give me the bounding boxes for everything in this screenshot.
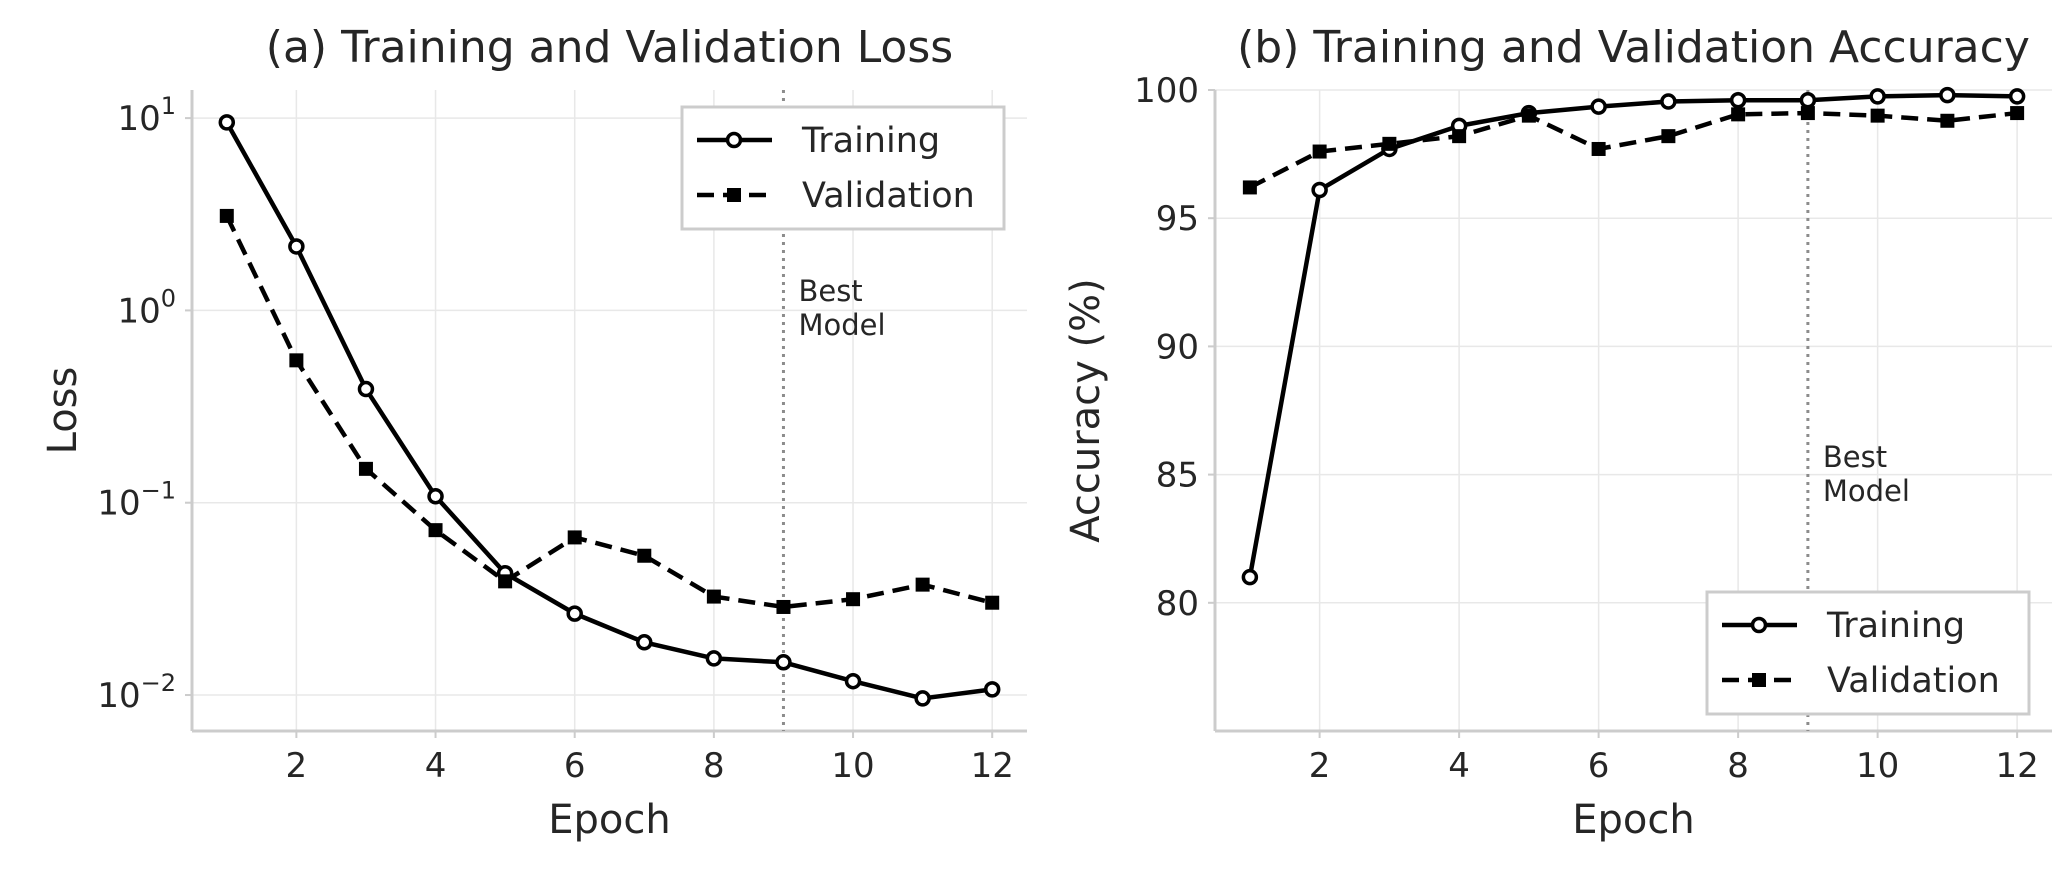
data-point-1 (428, 523, 443, 538)
data-point-1 (1940, 113, 1955, 128)
data-point-1 (219, 208, 234, 223)
y-tick-label: 85 (1156, 456, 1199, 496)
legend-label: Validation (802, 176, 975, 216)
legend-box (680, 105, 1006, 231)
data-point-0 (1311, 181, 1328, 199)
x-tick-label: 6 (564, 746, 586, 786)
y-tick-label: 10−1 (97, 477, 176, 524)
y-tick-label: 100 (1134, 71, 1199, 111)
data-point-0 (705, 650, 723, 667)
data-point-0 (1660, 93, 1677, 110)
x-tick-label: 4 (425, 746, 447, 786)
best-model-annotation: Model (798, 308, 885, 342)
data-point-1 (1521, 108, 1536, 123)
x-tick-label: 10 (1856, 746, 1899, 786)
data-point-1 (637, 548, 652, 563)
best-model-annotation: Best (1823, 440, 1887, 474)
series-line-0 (1247, 92, 2018, 578)
data-point-0 (636, 634, 653, 651)
y-tick-label: 10−2 (97, 669, 176, 716)
data-point-0 (357, 380, 375, 398)
legend-swatch-marker (725, 131, 743, 149)
y-tick-label: 80 (1156, 584, 1199, 624)
data-point-1 (776, 599, 791, 614)
data-point-1 (1731, 107, 1746, 122)
data-point-1 (1452, 129, 1467, 144)
data-point-0 (1729, 92, 1747, 109)
x-tick-label: 12 (1995, 746, 2038, 786)
x-tick-label: 2 (286, 746, 308, 786)
x-tick-label: 4 (1448, 746, 1470, 786)
data-point-0 (1590, 98, 1607, 115)
data-point-0 (844, 672, 862, 690)
legend-label: Training (801, 121, 940, 161)
data-point-0 (914, 690, 931, 707)
x-axis-label: Epoch (548, 797, 670, 843)
data-point-1 (985, 595, 1000, 610)
y-axis-label: Accuracy (%) (1063, 278, 1109, 543)
data-point-1 (846, 592, 861, 607)
legend-swatch-marker (727, 188, 741, 202)
legend: Training Validation (680, 105, 1006, 231)
data-point-0 (427, 488, 444, 505)
data-point-0 (775, 654, 792, 671)
x-tick-label: 12 (971, 746, 1014, 786)
series-line-1 (1248, 110, 2018, 190)
data-point-1 (1870, 108, 1885, 123)
data-point-1 (1242, 180, 1257, 195)
x-axis-label: Epoch (1572, 797, 1694, 843)
data-point-1 (1312, 144, 1327, 159)
legend: Training Validation (1705, 590, 2031, 716)
best-model-annotation: Best (798, 274, 862, 308)
data-point-1 (289, 353, 304, 368)
data-point-0 (1241, 568, 1259, 586)
legend-label: Training (1826, 606, 1965, 646)
chart-title: (b) Training and Validation Accuracy (1237, 22, 2030, 73)
chart-title: (a) Training and Validation Loss (266, 22, 953, 73)
x-tick-label: 2 (1309, 746, 1331, 786)
chart-panel-b: 2 4 6 8 10 12 80 85 90 95 100 (b) Training and Vali… (1063, 22, 2052, 843)
data-point-1 (915, 577, 930, 592)
series-line-1 (224, 214, 993, 610)
data-point-0 (1939, 86, 1956, 104)
chart-panel-a: 2 4 6 8 10 12 10−2 10−1 100 101 (a) Training and V… (40, 22, 1027, 843)
x-tick-label: 8 (1727, 746, 1749, 786)
legend-swatch-marker (1750, 616, 1768, 634)
y-tick-label: 101 (117, 92, 176, 139)
data-point-0 (983, 681, 1001, 698)
data-point-1 (1800, 106, 1815, 121)
legend-swatch-marker (1752, 673, 1766, 687)
data-point-1 (2010, 106, 2025, 121)
data-point-1 (1382, 136, 1397, 151)
legend-label: Validation (1827, 661, 2000, 701)
data-point-1 (1591, 141, 1606, 156)
data-point-1 (1661, 129, 1676, 144)
x-tick-label: 10 (831, 746, 874, 786)
data-point-0 (1799, 92, 1817, 109)
y-tick-label: 100 (117, 284, 176, 331)
data-point-0 (288, 238, 305, 255)
best-model-annotation: Model (1823, 474, 1910, 508)
x-tick-label: 6 (1588, 746, 1610, 786)
x-tick-label: 8 (703, 746, 725, 786)
data-point-0 (2008, 88, 2026, 105)
data-point-1 (706, 589, 721, 604)
data-point-1 (358, 461, 373, 476)
data-point-0 (218, 114, 236, 131)
y-tick-label: 95 (1156, 199, 1199, 239)
data-point-1 (498, 574, 513, 589)
y-axis-label: Loss (40, 367, 86, 455)
data-point-1 (567, 530, 582, 545)
data-point-0 (566, 605, 583, 622)
data-point-0 (1869, 88, 1886, 105)
series-line-0 (224, 121, 993, 701)
legend-box (1705, 590, 2031, 716)
y-tick-label: 90 (1156, 327, 1199, 367)
